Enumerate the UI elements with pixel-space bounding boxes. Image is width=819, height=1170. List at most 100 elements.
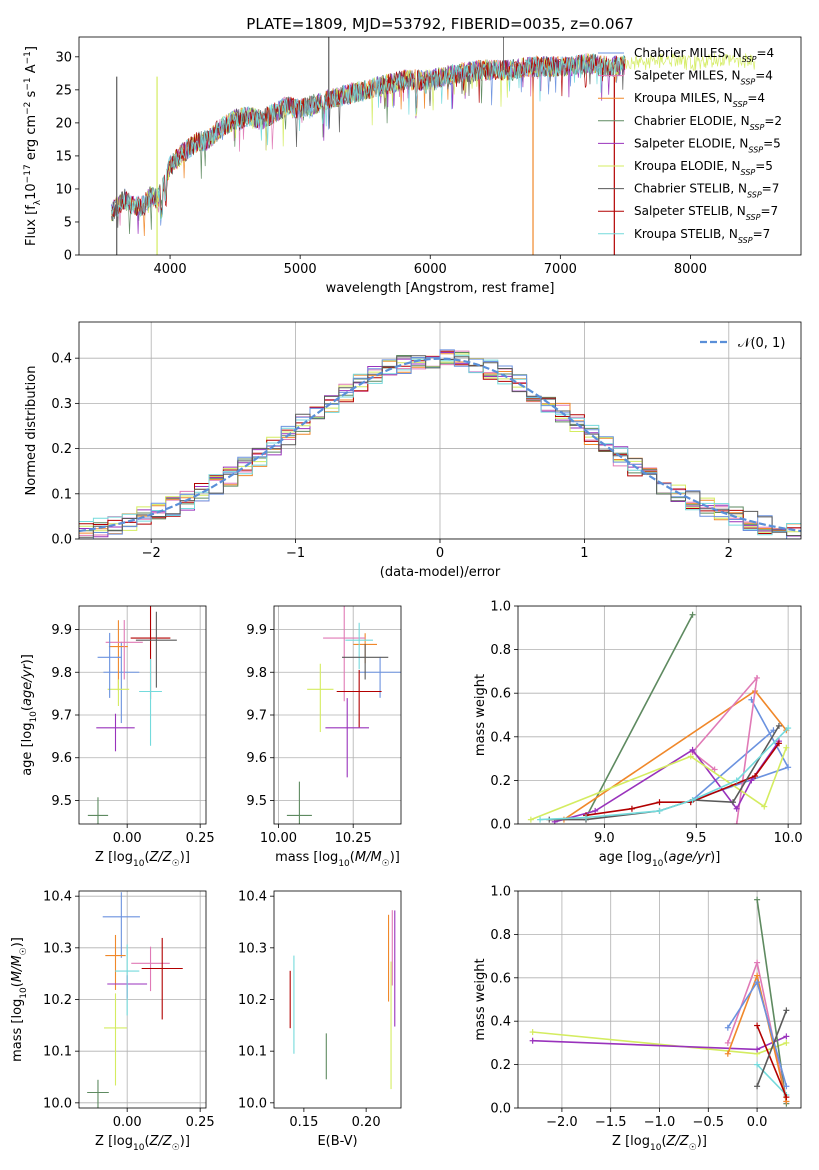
- legend-entry: Kroupa MILES, NSSP=4: [634, 91, 765, 109]
- y-tick-label: 10.3: [238, 941, 267, 956]
- y-tick-label: 9.5: [246, 794, 267, 809]
- residual-legend: 𝒩(0, 1): [700, 336, 785, 351]
- y-tick-label: 1.0: [490, 600, 511, 615]
- weight-line: [756, 1025, 788, 1098]
- x-tick-label: −1.0: [644, 1115, 676, 1130]
- x-axis-label: Z [log10(Z/Z☉)]: [95, 850, 190, 869]
- y-tick-label: 10.1: [238, 1045, 267, 1060]
- weight-line: [692, 699, 790, 801]
- y-tick-label: 0.4: [490, 1015, 511, 1030]
- weight-line: [756, 1064, 787, 1096]
- y-tick-label: 0.0: [490, 818, 511, 833]
- y-tick-label: 10.2: [238, 993, 267, 1008]
- y-tick-label: 10.0: [238, 1096, 267, 1111]
- x-tick-label: 0.00: [113, 1115, 142, 1130]
- x-tick-label: −1.5: [595, 1115, 627, 1130]
- y-tick-label: 0.6: [490, 687, 511, 702]
- x-tick-label: 5000: [284, 262, 317, 277]
- y-tick-label: 0.2: [51, 442, 72, 457]
- histogram-series: [79, 349, 801, 539]
- x-tick-label: 0.0: [747, 1115, 768, 1130]
- y-tick-label: 10.4: [43, 890, 72, 905]
- weight-line: [691, 675, 759, 824]
- y-tick-label: 9.8: [51, 666, 72, 681]
- panel-age-weight: 9.0 9.5 10.0 0.0 0.2 0.4 0.6 0.8 1.0 age [log10(a…: [473, 600, 803, 870]
- spectrum-line: [111, 53, 626, 221]
- y-tick-label: 0: [64, 249, 72, 264]
- weight-line: [585, 742, 780, 817]
- legend-entry: Salpeter MILES, NSSP=4: [634, 69, 773, 87]
- legend-entry: Chabrier STELIB, NSSP=7: [634, 182, 779, 200]
- histogram-series: [79, 355, 801, 538]
- spectrum-legend: Chabrier MILES, NSSP=4 Salpeter MILES, NS…: [598, 46, 782, 244]
- y-tick-label: 9.9: [246, 623, 267, 638]
- y-tick-label: 9.9: [51, 623, 72, 638]
- y-tick-label: 1.0: [490, 885, 511, 900]
- y-axis-label: mass weight: [473, 674, 488, 756]
- y-tick-label: 0.4: [51, 352, 72, 367]
- y-axis-label: Normed distribution: [24, 366, 39, 496]
- y-tick-label: 9.5: [51, 794, 72, 809]
- y-tick-label: 30: [55, 50, 72, 65]
- x-tick-label: 0.20: [352, 1115, 381, 1130]
- x-tick-label: 1: [580, 546, 588, 561]
- z-weight-plot-area: [518, 891, 801, 1108]
- legend-entry: Chabrier MILES, NSSP=4: [634, 46, 774, 64]
- y-axis-label: mass weight: [473, 958, 488, 1040]
- x-tick-label: 8000: [674, 262, 707, 277]
- x-tick-label: −1: [286, 546, 305, 561]
- y-tick-label: 0.0: [490, 1102, 511, 1117]
- weight-line: [585, 614, 694, 818]
- y-axis-label: Flux [fλ10−17 erg cm−2 s−1 A−1]: [23, 46, 43, 246]
- axes-frame: [273, 890, 402, 1109]
- axes-frame: [78, 605, 207, 825]
- y-tick-label: 25: [55, 83, 72, 98]
- weight-line: [530, 747, 788, 821]
- axes-frame: [273, 605, 402, 825]
- x-axis-label: (data-model)/error: [380, 565, 501, 580]
- residuals-plot-area: [79, 322, 801, 539]
- y-tick-label: 10.3: [43, 941, 72, 956]
- weight-line: [756, 1010, 788, 1087]
- y-tick-label: 0.8: [490, 643, 511, 658]
- x-tick-label: 10.0: [774, 831, 803, 846]
- age-weight-plot-area: [518, 606, 801, 824]
- y-tick-label: 9.8: [246, 666, 267, 681]
- x-tick-label: 2: [725, 546, 733, 561]
- y-tick-label: 0.6: [490, 971, 511, 986]
- y-tick-label: 0.2: [490, 1058, 511, 1073]
- figure-title: PLATE=1809, MJD=53792, FIBERID=0035, z=0…: [246, 15, 633, 33]
- y-tick-label: 9.7: [51, 709, 72, 724]
- y-tick-label: 20: [55, 116, 72, 131]
- x-axis-label: age [log10(age/yr)]: [599, 850, 721, 869]
- y-tick-label: 10: [55, 182, 72, 197]
- legend-entry: Chabrier ELODIE, NSSP=2: [634, 114, 782, 132]
- y-tick-label: 10.4: [238, 890, 267, 905]
- x-tick-label: −2.0: [546, 1115, 578, 1130]
- y-tick-label: 10.0: [43, 1096, 72, 1111]
- mass-age-plot-area: [274, 606, 401, 824]
- y-tick-label: 9.7: [246, 709, 267, 724]
- x-tick-label: 6000: [414, 262, 447, 277]
- axes-frame: [78, 321, 802, 540]
- x-axis-label: mass [log10(M/M☉)]: [275, 850, 400, 869]
- panel-z-weight: −2.0 −1.5 −1.0 −0.5 0.0 0.0 0.2 0.4 0.6 0.8 1.0 Z […: [473, 885, 802, 1153]
- y-tick-label: 0.1: [51, 487, 72, 502]
- panel-z-age: 0.00 0.25 9.5 9.6 9.7 9.8 9.9 Z [log10(Z/Z☉)] ag…: [20, 605, 215, 869]
- y-tick-label: 0.0: [51, 533, 72, 548]
- legend-entry: Salpeter STELIB, NSSP=7: [634, 204, 778, 222]
- axes-frame: [517, 605, 802, 825]
- y-tick-label: 0.8: [490, 928, 511, 943]
- y-tick-label: 9.6: [246, 751, 267, 766]
- y-tick-label: 0.4: [490, 730, 511, 745]
- x-tick-label: 0.25: [186, 1115, 215, 1130]
- x-axis-label: Z [log10(Z/Z☉)]: [95, 1134, 190, 1153]
- panel-spectrum: 4000 5000 6000 7000 8000 0 5 10 15 20 25 30 waveleng…: [23, 36, 802, 296]
- x-tick-label: 0.15: [289, 1115, 318, 1130]
- x-tick-label: 4000: [154, 262, 187, 277]
- legend-entry: Salpeter ELODIE, NSSP=5: [634, 136, 781, 154]
- x-tick-label: 0.25: [186, 831, 215, 846]
- z-mass-plot-area: [79, 891, 206, 1108]
- x-tick-label: −2: [142, 546, 161, 561]
